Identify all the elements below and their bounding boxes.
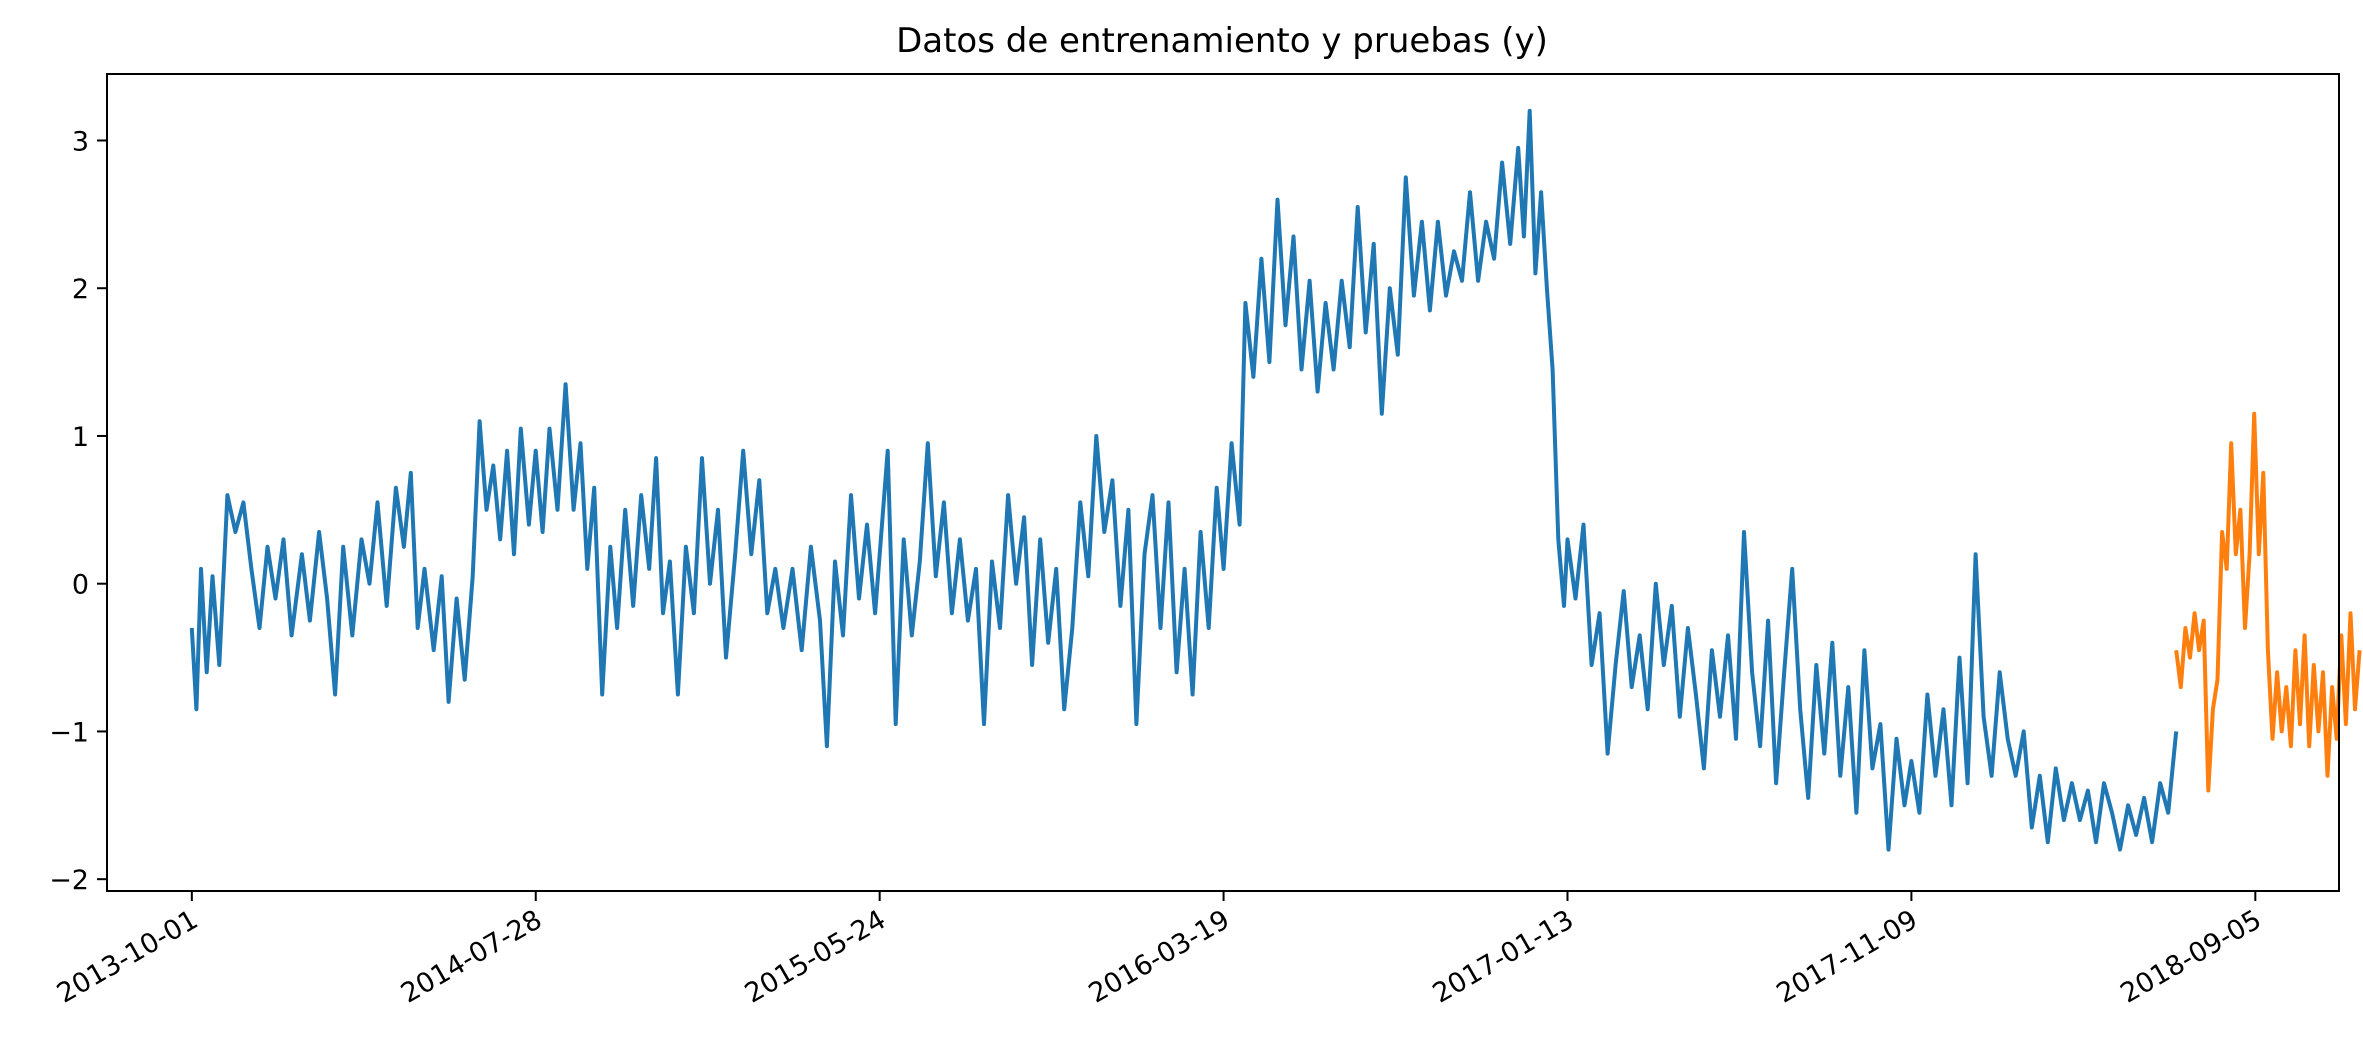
y-tick-label: 3 [72, 126, 89, 157]
x-tick-label: 2017-11-09 [1772, 904, 1923, 1009]
plot-lines [189, 108, 2362, 852]
y-tick-label: 0 [72, 570, 89, 601]
y-tick-label: 1 [72, 422, 89, 453]
chart-title: Datos de entrenamiento y pruebas (y) [896, 21, 1548, 61]
series-line-1 [189, 108, 2179, 852]
x-tick-label: 2017-01-13 [1428, 904, 1579, 1009]
y-tick-label: −1 [49, 717, 89, 748]
x-tick-label: 2013-10-01 [52, 904, 203, 1009]
plot-frame [106, 73, 2340, 892]
x-tick-label: 2016-03-19 [1084, 904, 1235, 1009]
x-tick-label: 2014-07-28 [396, 904, 547, 1009]
y-tick-label: 2 [72, 274, 89, 305]
series-line-2 [2174, 411, 2362, 793]
x-axis-ticks: 2013-10-01 2014-07-28 2015-05-24 2016-03-19… [52, 891, 2267, 1010]
y-axis-ticks: −2 −1 0 1 2 3 [49, 126, 107, 896]
x-tick-label: 2018-09-05 [2115, 904, 2266, 1009]
x-tick-label: 2015-05-24 [740, 904, 891, 1009]
y-tick-label: −2 [49, 865, 89, 896]
